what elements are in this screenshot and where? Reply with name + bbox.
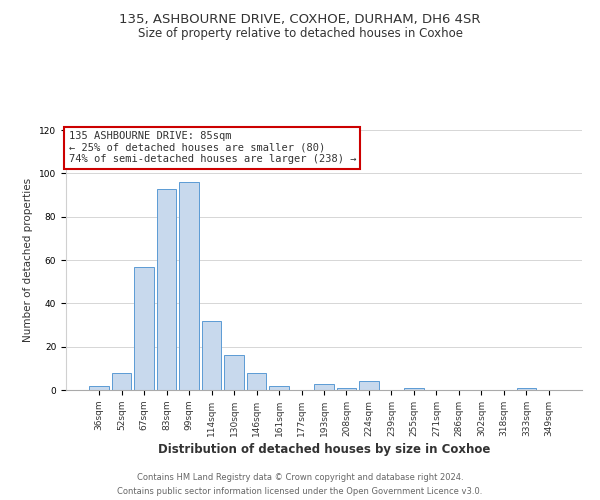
Bar	[202, 320, 221, 390]
Text: 135 ASHBOURNE DRIVE: 85sqm
← 25% of detached houses are smaller (80)
74% of semi: 135 ASHBOURNE DRIVE: 85sqm ← 25% of deta…	[68, 132, 356, 164]
Bar	[179, 182, 199, 390]
Bar	[247, 372, 266, 390]
Text: Size of property relative to detached houses in Coxhoe: Size of property relative to detached ho…	[137, 28, 463, 40]
Bar	[359, 382, 379, 390]
Bar	[112, 372, 131, 390]
Bar	[157, 188, 176, 390]
Bar	[89, 386, 109, 390]
Bar	[517, 388, 536, 390]
X-axis label: Distribution of detached houses by size in Coxhoe: Distribution of detached houses by size …	[158, 443, 490, 456]
Bar	[314, 384, 334, 390]
Bar	[404, 388, 424, 390]
Bar	[269, 386, 289, 390]
Text: 135, ASHBOURNE DRIVE, COXHOE, DURHAM, DH6 4SR: 135, ASHBOURNE DRIVE, COXHOE, DURHAM, DH…	[119, 12, 481, 26]
Bar	[224, 356, 244, 390]
Bar	[337, 388, 356, 390]
Text: Contains public sector information licensed under the Open Government Licence v3: Contains public sector information licen…	[118, 488, 482, 496]
Bar	[134, 266, 154, 390]
Y-axis label: Number of detached properties: Number of detached properties	[23, 178, 34, 342]
Text: Contains HM Land Registry data © Crown copyright and database right 2024.: Contains HM Land Registry data © Crown c…	[137, 472, 463, 482]
